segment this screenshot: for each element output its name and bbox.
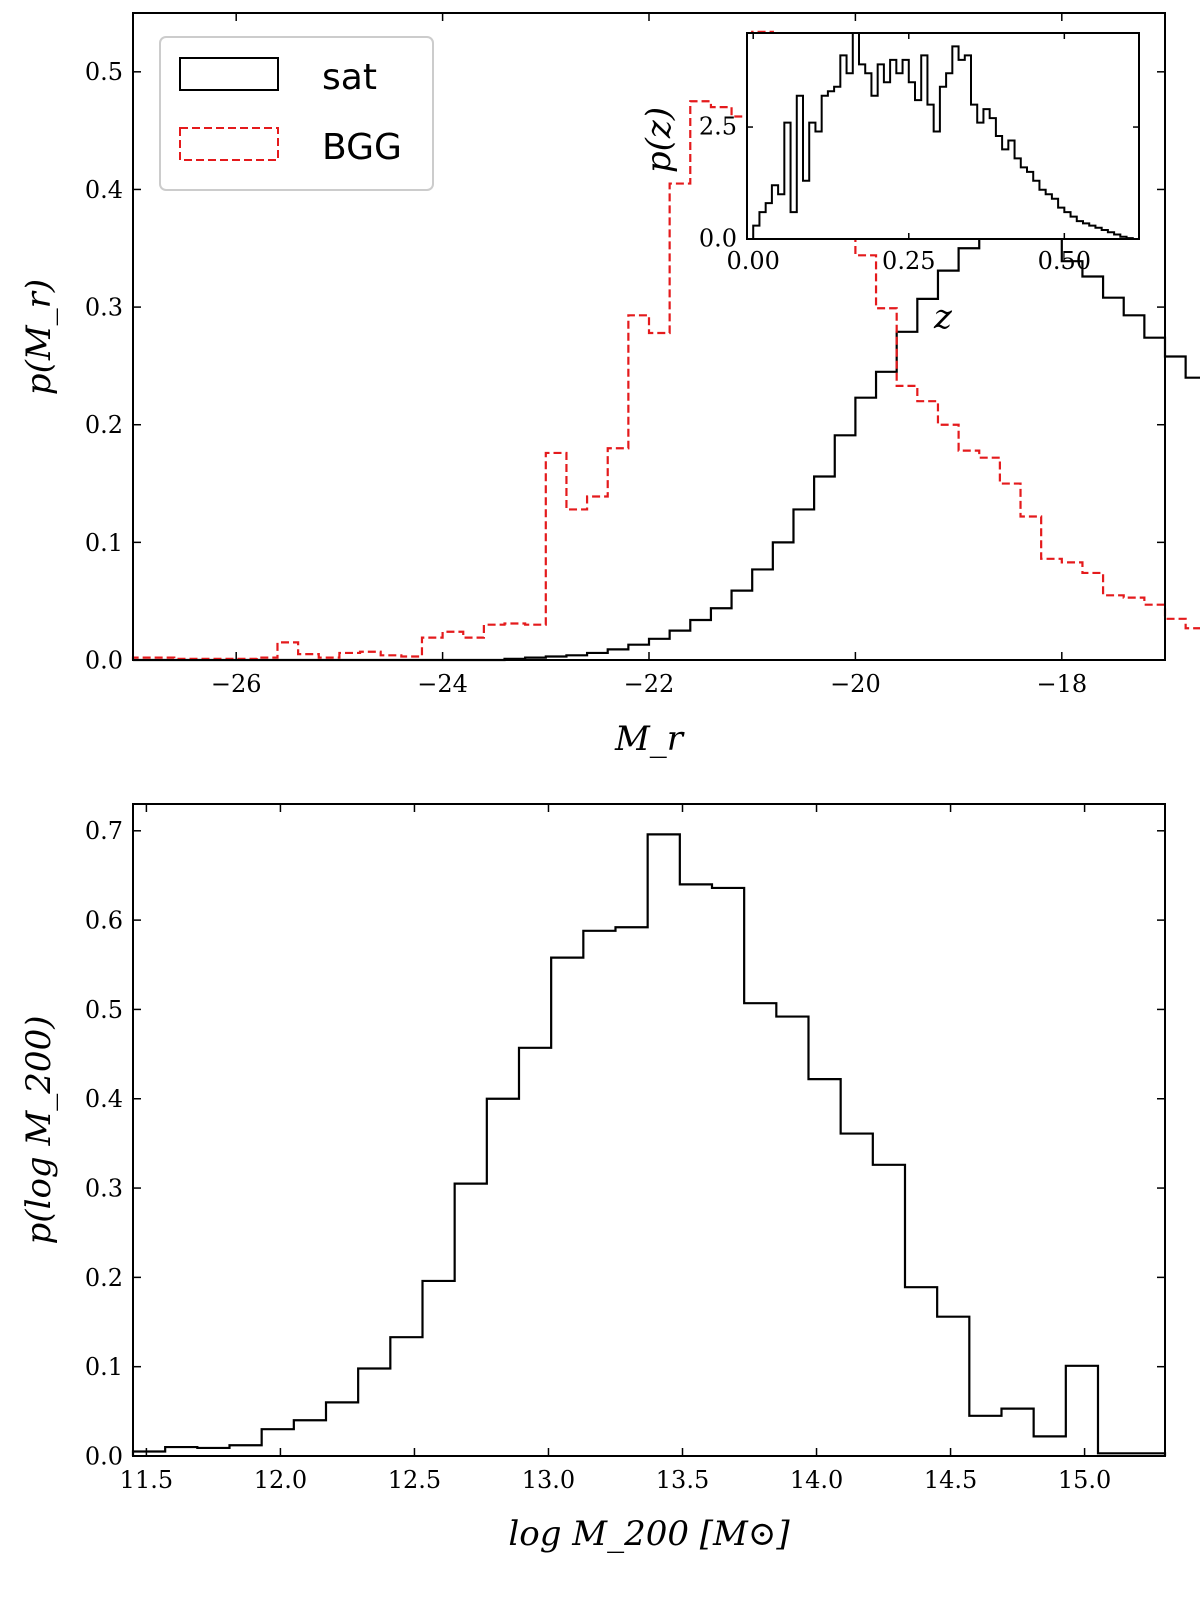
mr-histogram-xtick-label: −24 [417,670,468,698]
z-inset-plot-area [752,32,1134,240]
inset-y-axis-label: p(z) [639,107,679,173]
mr-tick-group: −26 −24 −22 −20 −18 0.0 0.1 0.2 0.3 0.4 0.5 [85,13,1165,698]
z-inset-tick-group: 0.00 0.25 0.50 0.0 2.5 [699,33,1139,275]
m200-histogram-ytick-label: 0.1 [85,1353,123,1381]
m200-tick-group: 11.5 12.0 12.5 13.0 13.5 14.0 14.5 15.0 0.0 0.1 0.… [85,804,1165,1494]
mr-histogram-xtick-label: −22 [624,670,675,698]
mr-histogram-ytick-label: 0.4 [85,176,123,204]
z-inset-xtick-label: 0.25 [882,247,935,275]
legend-label-sat: sat [322,57,377,98]
legend-swatch-bgg [179,127,279,161]
legend-swatch-sat [179,57,279,91]
z-inset-ytick-label: 0.0 [699,225,737,253]
z-inset-ytick-label: 2.5 [699,113,737,141]
mr-histogram-xtick-label: −18 [1036,670,1087,698]
m200-y-axis-label: p(log M_200) [19,1016,59,1245]
mr-histogram-ytick-label: 0.3 [85,293,123,321]
m200-histogram-ytick-label: 0.3 [85,1174,123,1202]
m200-x-axis-label: log M_200 [M⊙] [508,1514,790,1554]
m200-histogram-xtick-label: 11.5 [120,1466,173,1494]
z-inset-xtick-label: 0.50 [1038,247,1091,275]
z-inset-xtick-label: 0.00 [727,247,780,275]
inset-x-axis-label: z [933,297,953,337]
m200-histogram-xtick-label: 14.5 [924,1466,977,1494]
m200-histogram-plot-area [131,833,1167,1456]
m200-histogram-ytick-label: 0.4 [85,1085,123,1113]
inset-background [747,33,1139,239]
m200-histogram-xtick-label: 13.0 [522,1466,575,1494]
legend-frame [159,36,434,191]
mr-histogram-xtick-label: −20 [830,670,881,698]
m200-histogram-ytick-label: 0.2 [85,1264,123,1292]
mr-histogram-ytick-label: 0.0 [85,646,123,674]
m200-histogram-ytick-label: 0.0 [85,1442,123,1470]
mr-histogram-xtick-label: −26 [211,670,262,698]
mr-histogram-ytick-label: 0.1 [85,529,123,557]
mr-histogram-panel: −26 −24 −22 −20 −18 0.0 0.1 0.2 0.3 0.4 0.5 p(M_r)… [19,12,1200,759]
m200-histogram-panel: 11.5 12.0 12.5 13.0 13.5 14.0 14.5 15.0 0.0 0.1 0.… [19,803,1167,1554]
mr-histogram-series-sat [133,221,1200,662]
inset-axes-frame [746,32,1140,240]
mr-histogram-ytick-label: 0.5 [85,58,123,86]
m200-histogram-xtick-label: 15.0 [1058,1466,1111,1494]
legend-label-bgg: BGG [322,127,402,168]
legend: sat BGG [159,36,434,191]
m200-histogram-xtick-label: 12.5 [388,1466,441,1494]
m200-histogram-xtick-label: 12.0 [254,1466,307,1494]
m200-histogram-series-halo-mass [131,833,1167,1456]
m200-axes-frame [132,803,1166,1457]
m200-histogram-ytick-label: 0.7 [85,817,123,845]
mr-histogram-ytick-label: 0.2 [85,411,123,439]
m200-histogram-ytick-label: 0.6 [85,907,123,935]
z-inset-panel: 0.00 0.25 0.50 0.0 2.5 p(z) z [639,32,1140,337]
mr-histogram-plot-area [131,30,1200,662]
m200-histogram-xtick-label: 14.0 [790,1466,843,1494]
mr-y-axis-label: p(M_r) [19,279,59,395]
m200-histogram-xtick-label: 13.5 [656,1466,709,1494]
mr-x-axis-label: M_r [614,719,685,759]
z-inset-series-z [752,32,1134,240]
m200-histogram-ytick-label: 0.5 [85,996,123,1024]
